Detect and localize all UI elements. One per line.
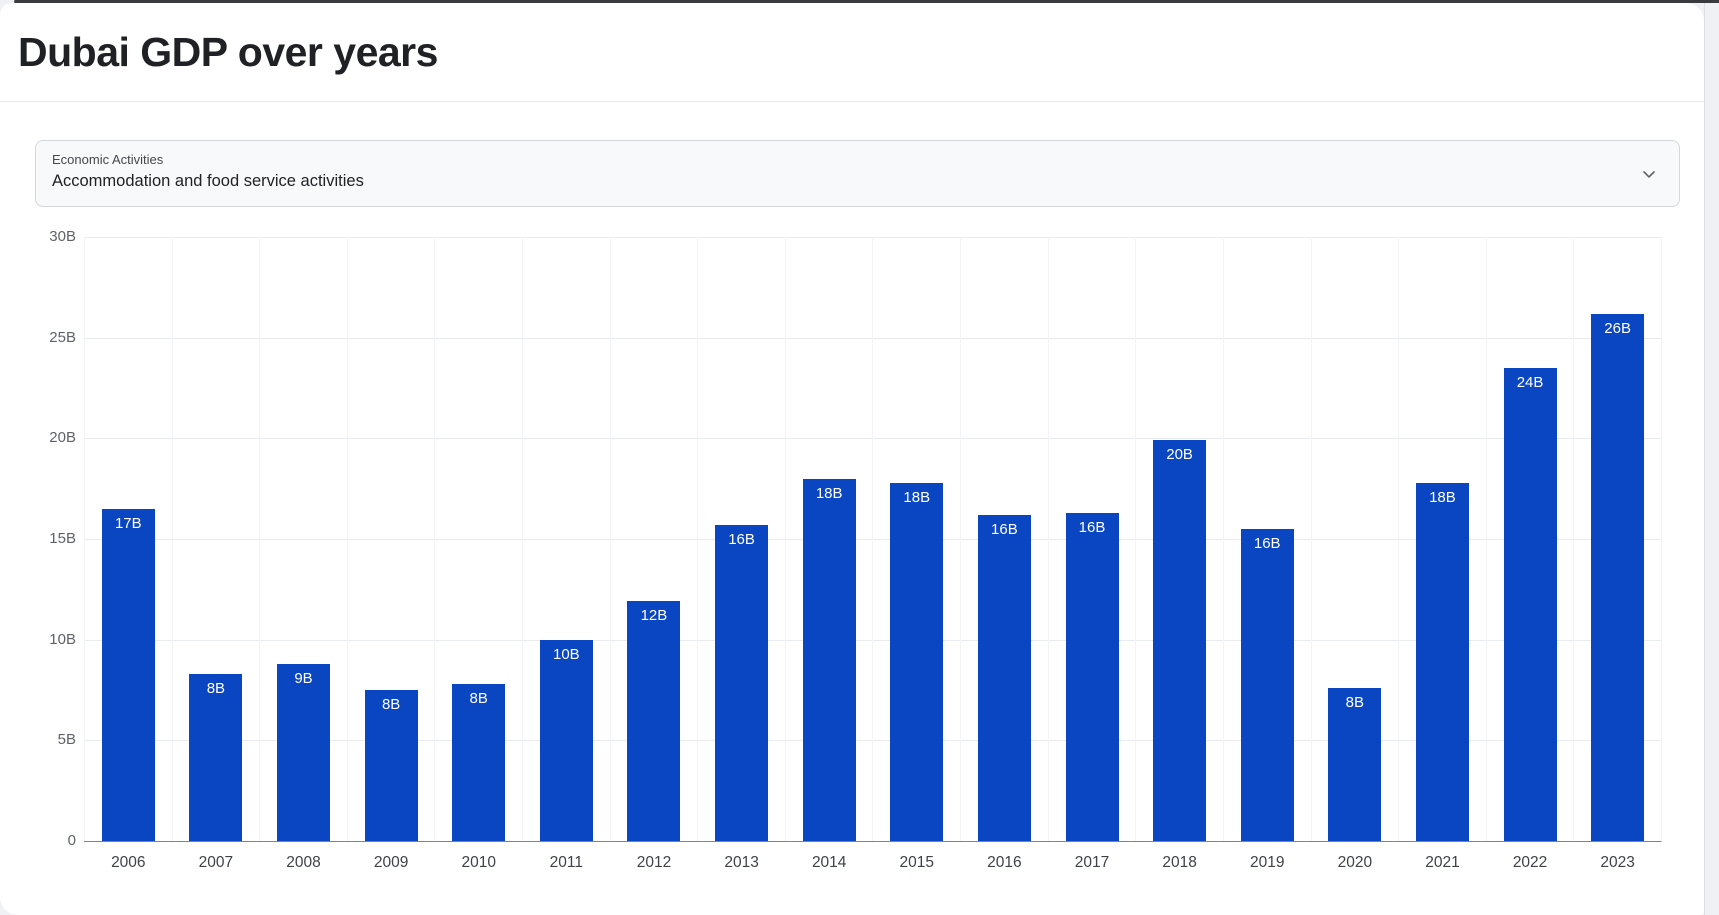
bar-value-label-2020: 8B (1345, 694, 1364, 711)
bar-slot-2014: 18B 2014 (784, 237, 873, 871)
y-axis-label-10B: 10B (49, 630, 76, 648)
y-axis-label-15B: 15B (49, 530, 76, 547)
bar-slot-2013: 16B 2013 (697, 237, 785, 871)
gdp-bar-chart: 0 5B 10B 15B 20B 25B 30B 17B 2006 8B 2007 9B 2008 8B… (49, 228, 1662, 871)
bar-slot-2020: 8B 2020 (1310, 237, 1399, 871)
economic-activities-select[interactable]: Economic Activities Accommodation and fo… (35, 140, 1680, 207)
bar-value-label-2014: 18B (815, 484, 843, 502)
browser-chrome-strip (14, 0, 1719, 3)
bar-slot-2015: 18B 2015 (872, 237, 960, 871)
bar-slot-2006: 17B 2006 (84, 237, 172, 871)
bar-value-label-2010: 8B (469, 689, 488, 707)
bar-value-label-2006: 17B (114, 514, 142, 532)
bar-value-label-2021: 18B (1429, 488, 1456, 506)
bar-2021[interactable]: 18B (1415, 482, 1469, 841)
x-axis-label-2020: 2020 (1337, 854, 1373, 871)
bar-2010[interactable]: 8B (452, 683, 506, 841)
bar-slot-2008: 9B 2008 (259, 237, 347, 871)
bar-2018[interactable]: 20B (1153, 440, 1207, 841)
bar-2016[interactable]: 16B (977, 514, 1031, 841)
bar-value-label-2019: 16B (1253, 534, 1281, 552)
bar-value-label-2011: 10B (552, 645, 580, 663)
x-axis-label-2006: 2006 (111, 854, 146, 871)
bar-slot-2007: 8B 2007 (171, 237, 260, 871)
page-header: Dubai GDP over years (0, 3, 1704, 102)
select-label: Economic Activities (52, 152, 164, 167)
bar-value-label-2009: 8B (381, 696, 401, 713)
x-axis-label-2018: 2018 (1162, 854, 1197, 871)
x-axis-label-2013: 2013 (724, 854, 759, 871)
x-axis-label-2012: 2012 (636, 854, 672, 871)
x-axis-label-2021: 2021 (1425, 854, 1460, 871)
x-axis-label-2019: 2019 (1249, 854, 1285, 871)
bar-value-label-2012: 12B (640, 607, 668, 625)
bar-slot-2009: 8B 2009 (346, 237, 435, 871)
chevron-down-icon (1639, 164, 1659, 184)
bar-value-label-2008: 9B (294, 669, 313, 687)
y-axis-label-20B: 20B (49, 429, 76, 447)
x-axis-label-2011: 2011 (549, 854, 584, 871)
y-axis-label-25B: 25B (49, 328, 76, 346)
bar-2009[interactable]: 8B (364, 690, 418, 841)
bar-value-label-2007: 8B (206, 679, 226, 697)
x-axis-label-2016: 2016 (987, 854, 1022, 871)
x-axis-label-2017: 2017 (1074, 854, 1110, 871)
bar-slot-2016: 16B 2016 (960, 237, 1048, 871)
y-axis-label-30B: 30B (49, 228, 76, 245)
page-title: Dubai GDP over years (18, 28, 438, 75)
x-axis-label-2009: 2009 (373, 854, 409, 871)
bar-slot-2011: 10B 2011 (522, 237, 610, 871)
bar-2014[interactable]: 18B (802, 478, 856, 841)
select-value: Accommodation and food service activitie… (52, 172, 364, 190)
bar-2007[interactable]: 8B (189, 673, 243, 841)
bar-value-label-2013: 16B (728, 530, 755, 548)
bar-2022[interactable]: 24B (1503, 367, 1557, 841)
bar-2011[interactable]: 10B (539, 639, 593, 841)
bar-slot-2010: 8B 2010 (434, 237, 522, 871)
x-axis-label-2022: 2022 (1512, 854, 1548, 871)
x-axis-label-2010: 2010 (461, 854, 496, 871)
bar-slot-2022: 24B 2022 (1485, 237, 1574, 871)
x-axis-label-2023: 2023 (1600, 854, 1635, 871)
bar-value-label-2015: 18B (903, 488, 931, 506)
x-axis-label-2008: 2008 (286, 854, 321, 871)
page-card: Dubai GDP over years Economic Activities… (0, 3, 1704, 915)
bar-value-label-2018: 20B (1166, 446, 1193, 464)
bar-value-label-2022: 24B (1516, 373, 1544, 391)
bar-slot-2012: 12B 2012 (609, 237, 698, 871)
bar-2020[interactable]: 8B (1328, 688, 1382, 841)
bar-2013[interactable]: 16B (715, 524, 769, 841)
bar-slot-2019: 16B 2019 (1222, 237, 1311, 871)
bar-value-label-2017: 16B (1078, 518, 1106, 536)
x-axis-label-2014: 2014 (811, 854, 847, 871)
bar-2012[interactable]: 12B (627, 601, 681, 841)
y-axis-label-5B: 5B (57, 731, 76, 749)
x-axis-label-2015: 2015 (899, 854, 935, 871)
x-axis-label-2007: 2007 (198, 854, 234, 871)
bar-2008[interactable]: 9B (277, 663, 331, 841)
bar-slot-2018: 20B 2018 (1135, 237, 1223, 871)
bar-2006[interactable]: 17B (101, 508, 155, 841)
bars-layer: 17B 2006 8B 2007 9B 2008 8B 2009 8B 2010 10B 2011 12… (84, 237, 1661, 871)
bar-slot-2017: 16B 2017 (1047, 237, 1136, 871)
bar-2023[interactable]: 26B (1591, 313, 1645, 841)
bar-slot-2023: 26B 2023 (1573, 237, 1661, 871)
bar-slot-2021: 18B 2021 (1398, 237, 1486, 871)
bar-2017[interactable]: 16B (1065, 512, 1119, 841)
bar-2019[interactable]: 16B (1240, 528, 1294, 841)
bar-2015[interactable]: 18B (890, 482, 944, 841)
y-axis-label-0: 0 (67, 832, 76, 849)
page-scroll-gutter (1704, 3, 1719, 915)
bar-value-label-2016: 16B (991, 520, 1018, 538)
bar-value-label-2023: 26B (1604, 319, 1631, 337)
